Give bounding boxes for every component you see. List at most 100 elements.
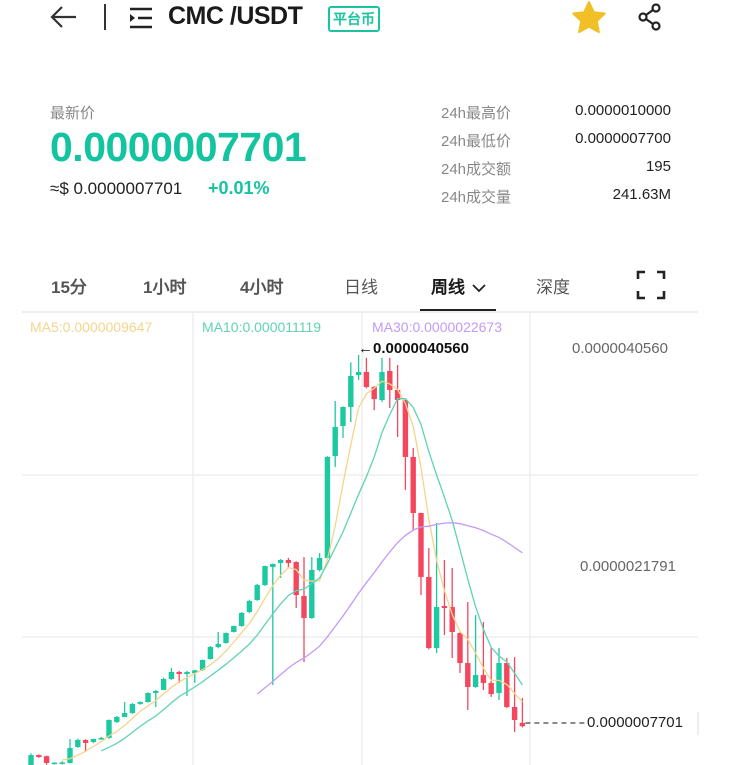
candle-down [301, 596, 307, 618]
chevron-down-icon [472, 284, 486, 293]
candle-up [379, 371, 385, 400]
candle-up [98, 737, 104, 740]
candle-up [51, 762, 58, 765]
candle-down [426, 576, 432, 649]
candle-up [238, 613, 245, 626]
usd-price: ≈$ 0.0000007701 [50, 179, 183, 198]
share-icon [638, 3, 661, 31]
candle-up [90, 738, 97, 743]
tab-15min[interactable]: 15分 [51, 278, 87, 297]
candle-up [309, 569, 315, 618]
candle-up [270, 563, 276, 568]
candle-down [387, 370, 393, 390]
last-price-label: 0.0000007701 [587, 714, 683, 731]
candle-up [324, 456, 331, 558]
candle-up [223, 633, 229, 643]
candle-up [316, 557, 323, 570]
fullscreen-button[interactable] [636, 270, 666, 300]
candle-up [496, 663, 502, 694]
candle-up [254, 584, 260, 601]
candle-up [472, 675, 479, 688]
y-tick-top: 0.0000040560 [572, 340, 668, 357]
star-icon [572, 1, 606, 34]
candle-up [246, 601, 253, 612]
ma30-line [256, 522, 523, 695]
candle-up [215, 643, 221, 648]
high-price-marker: ←0.0000040560 [358, 340, 469, 357]
candle-up [129, 703, 136, 714]
candle-down [371, 387, 377, 400]
y-tick-mid: 0.0000021791 [580, 558, 676, 575]
candle-up [184, 671, 190, 675]
favorite-button[interactable] [571, 0, 607, 34]
candle-down [457, 633, 463, 664]
candle-down [363, 371, 370, 388]
tab-daily[interactable]: 日线 [344, 278, 378, 297]
candle-up [160, 678, 167, 690]
candle-up [199, 660, 206, 670]
latest-price: 0.0000007701 [50, 124, 307, 170]
tab-4hour[interactable]: 4小时 [240, 278, 284, 297]
pair-menu-button[interactable] [129, 7, 153, 29]
candle-up [106, 720, 112, 738]
back-arrow-icon [50, 6, 76, 28]
candle-up [59, 762, 65, 764]
candle-up [168, 671, 175, 679]
stat-low-value: 0.0000007700 [575, 130, 671, 147]
candle-up [67, 748, 73, 763]
ma10-label: MA10:0.000011119 [202, 319, 322, 335]
stat-high-value: 0.0000010000 [575, 102, 671, 119]
tab-1hour[interactable]: 1小时 [143, 278, 187, 297]
candle-up [153, 690, 159, 694]
tab-weekly-label: 周线 [431, 278, 465, 297]
candle-down [410, 456, 416, 513]
candle-up [262, 565, 268, 585]
stat-turnover-value: 195 [645, 158, 671, 175]
platform-coin-badge: 平台币 [328, 6, 380, 32]
candle-down [43, 756, 50, 763]
candle-down [418, 512, 424, 577]
ma30-label: MA30:0.0000022673 [372, 319, 502, 335]
latest-price-label: 最新价 [50, 105, 96, 122]
menu-icon [130, 7, 152, 29]
candle-up [340, 407, 346, 426]
candle-up [28, 755, 34, 765]
candle-up [114, 716, 120, 723]
candle-down [285, 560, 292, 563]
candle-up [433, 607, 440, 649]
candle-down [176, 671, 182, 675]
stat-high-label: 24h最高价 [441, 105, 512, 122]
candle-down [449, 607, 455, 632]
candle-up [277, 560, 284, 563]
active-tab-indicator [420, 309, 496, 312]
candle-down [488, 682, 494, 695]
candle-up [332, 427, 338, 457]
candle-up [348, 376, 354, 408]
candle-down [519, 722, 526, 727]
pair-title[interactable]: CMC /USDT [168, 2, 303, 30]
tab-depth[interactable]: 深度 [536, 278, 570, 297]
candle-up [75, 740, 81, 748]
ma5-label: MA5:0.0000009647 [30, 319, 153, 335]
candle-down [402, 399, 409, 457]
candle-up [192, 670, 198, 674]
candle-down [82, 740, 89, 743]
candle-down [394, 389, 401, 400]
tab-weekly[interactable]: 周线 [431, 273, 486, 298]
back-button[interactable] [48, 4, 80, 30]
ma10-line [100, 398, 523, 752]
candle-down [511, 707, 518, 721]
candle-down [441, 605, 448, 609]
fullscreen-icon [636, 270, 666, 300]
candle-down [480, 675, 487, 683]
stat-low-label: 24h最低价 [441, 133, 512, 150]
candle-up [145, 693, 151, 703]
share-button[interactable] [637, 3, 665, 31]
header-divider [104, 4, 106, 30]
candle-up [355, 371, 362, 376]
candle-up [231, 625, 237, 632]
price-change: +0.01% [208, 178, 270, 198]
candle-up [121, 713, 128, 717]
candle-down [465, 663, 471, 688]
